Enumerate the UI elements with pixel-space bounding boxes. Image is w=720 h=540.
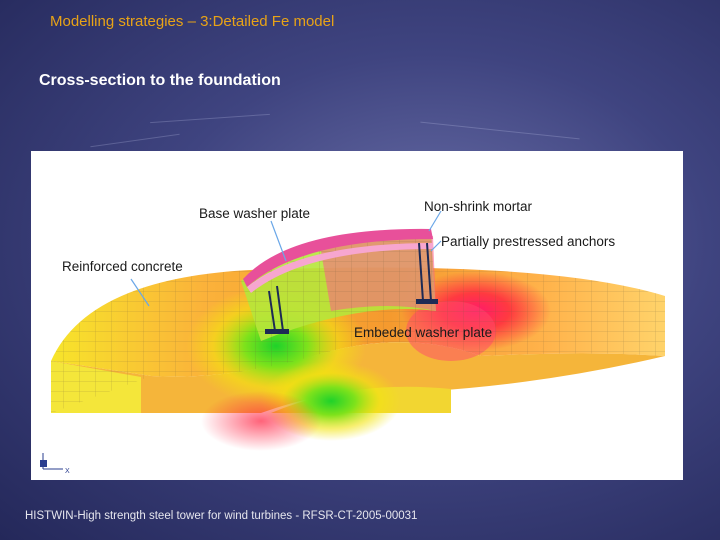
axis-x-label: X: [65, 468, 70, 475]
fe-model-figure: X Base washer plate Non-shrink mortar Pa…: [31, 151, 683, 480]
label-partially-prestressed-anchors: Partially prestressed anchors: [441, 234, 616, 249]
label-base-washer-plate: Base washer plate: [199, 206, 311, 221]
background-grid-line: [90, 133, 180, 148]
slide-footer: HISTWIN-High strength steel tower for wi…: [25, 510, 418, 522]
label-non-shrink-mortar: Non-shrink mortar: [424, 199, 533, 214]
slide-title: Modelling strategies – 3:Detailed Fe mod…: [50, 13, 335, 30]
background-grid-line: [150, 113, 270, 124]
background-grid-line: [420, 121, 580, 140]
label-embeded-washer-plate: Embeded washer plate: [354, 325, 493, 340]
fe-model-render: X: [40, 210, 665, 475]
slide-subtitle: Cross-section to the foundation: [39, 72, 281, 89]
label-reinforced-concrete: Reinforced concrete: [62, 259, 183, 274]
